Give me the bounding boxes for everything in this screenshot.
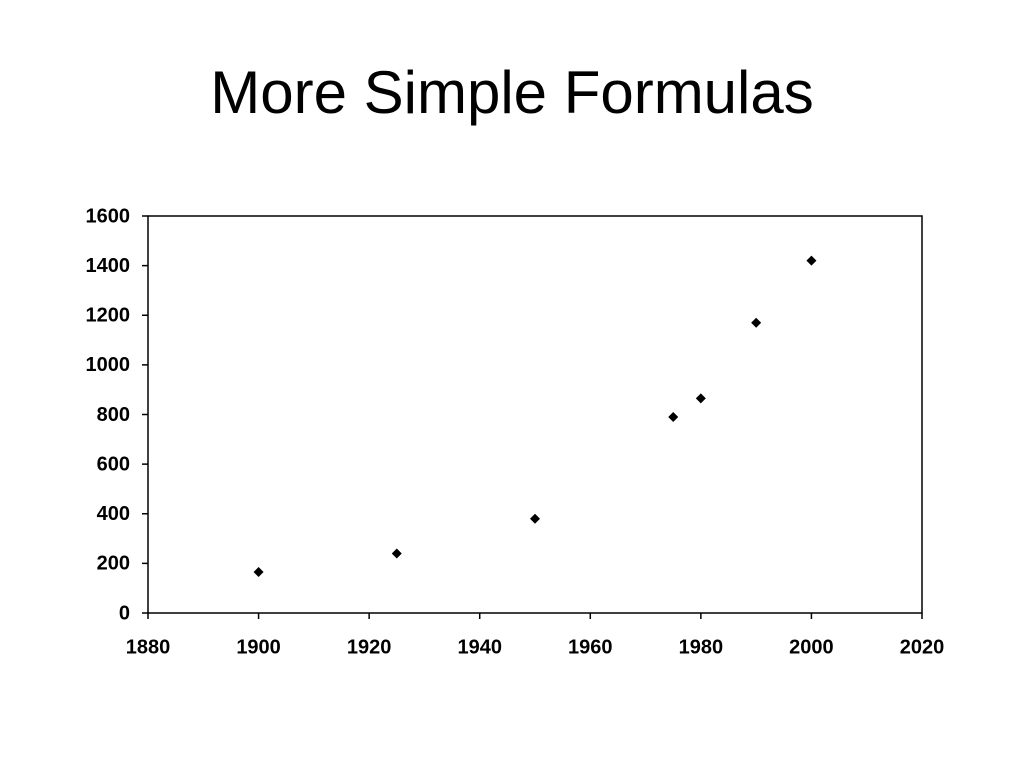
y-tick-label: 400 bbox=[97, 503, 130, 525]
y-tick-label: 600 bbox=[97, 453, 130, 475]
point bbox=[695, 393, 706, 404]
x-tick-label: 1900 bbox=[236, 636, 281, 658]
point bbox=[530, 513, 540, 524]
y-tick-label: 1400 bbox=[86, 255, 131, 277]
x-tick-label: 1880 bbox=[126, 636, 171, 658]
point bbox=[751, 317, 762, 328]
y-tick-label: 1000 bbox=[86, 354, 131, 376]
point bbox=[391, 548, 402, 559]
plot-frame bbox=[147, 215, 923, 614]
x-tick-label: 1980 bbox=[679, 636, 724, 658]
y-tick-label: 800 bbox=[97, 404, 130, 426]
x-tick-label: 1940 bbox=[457, 636, 502, 658]
point bbox=[253, 567, 264, 578]
y-tick-label: 1200 bbox=[86, 305, 131, 327]
x-tick-label: 1960 bbox=[568, 636, 613, 658]
y-tick-label: 1600 bbox=[86, 205, 131, 227]
x-tick-label: 1920 bbox=[347, 636, 392, 658]
y-tick-label: 0 bbox=[119, 602, 130, 624]
x-tick-label: 2000 bbox=[789, 636, 834, 658]
x-tick-label: 2020 bbox=[900, 636, 945, 658]
chart-title: More Simple Formulas bbox=[210, 59, 814, 126]
point bbox=[806, 255, 817, 266]
point bbox=[668, 411, 679, 422]
y-tick-label: 200 bbox=[97, 553, 130, 575]
